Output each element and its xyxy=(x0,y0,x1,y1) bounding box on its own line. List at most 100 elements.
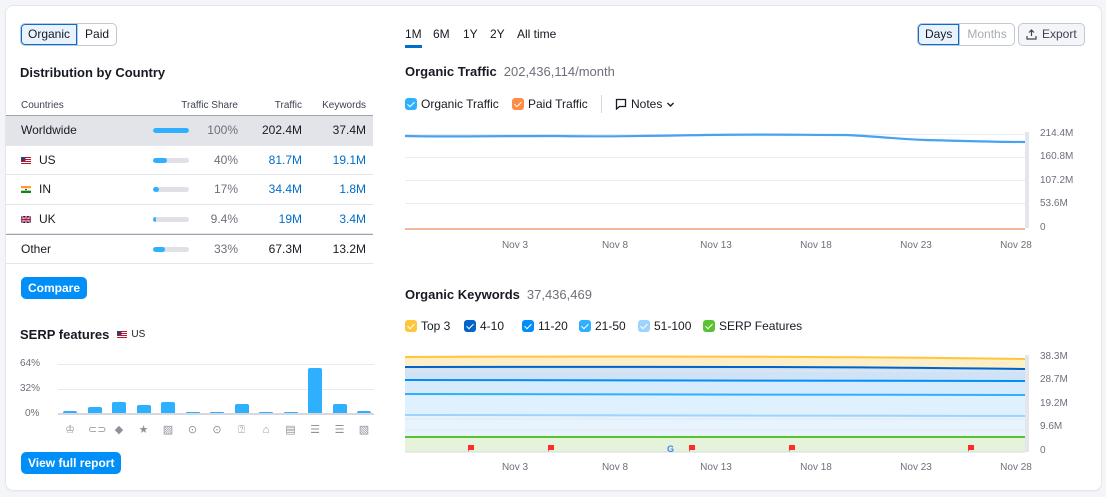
serp-y-label: 0% xyxy=(25,408,40,419)
table-row-in[interactable]: IN 17% 34.4M 1.8M xyxy=(6,175,373,205)
export-label: Export xyxy=(1042,27,1077,41)
top-stories-icon: ▤ xyxy=(285,424,296,436)
us-flag-icon xyxy=(117,331,128,338)
traffic-share-bar xyxy=(153,157,189,163)
serp-bar[interactable] xyxy=(161,401,175,413)
faq-icon: ☰ xyxy=(310,424,320,436)
serp-bar[interactable] xyxy=(259,411,273,413)
featured-video-icon: ⊙ xyxy=(212,424,222,436)
table-row-us[interactable]: US 40% 81.7M 19.1M xyxy=(6,146,373,175)
traffic-link[interactable]: 19M xyxy=(278,211,302,226)
organic-paid-toggle: Organic Paid xyxy=(20,23,118,46)
table-row-uk[interactable]: UK 9.4% 19M 3.4M xyxy=(6,205,373,234)
country-name: Worldwide xyxy=(21,123,77,137)
sitelinks-icon: ⊂⊃ xyxy=(88,424,107,436)
notes-icon xyxy=(615,98,627,110)
export-button[interactable]: Export xyxy=(1018,23,1085,46)
header-keywords: Keywords xyxy=(322,100,366,111)
traffic-y-label: 160.8M xyxy=(1040,151,1074,162)
keywords-x-label: Nov 23 xyxy=(900,462,932,473)
country-name: Other xyxy=(21,242,52,256)
people-also-ask-icon: ⍰ xyxy=(238,424,245,436)
serp-bar[interactable] xyxy=(308,367,322,413)
legend-paid-traffic[interactable]: Paid Traffic xyxy=(512,97,588,111)
table-row-worldwide[interactable]: Worldwide 100% 202.4M 37.4M xyxy=(6,116,373,146)
traffic-x-label: Nov 23 xyxy=(900,240,932,251)
traffic-y-label: 53.6M xyxy=(1040,198,1068,209)
serp-bar[interactable] xyxy=(136,404,151,413)
keywords-link[interactable]: 1.8M xyxy=(339,182,366,196)
legend-51-100[interactable]: 51-100 xyxy=(638,319,691,333)
image-pack-icon: ▧ xyxy=(358,424,370,436)
serp-bar[interactable] xyxy=(185,411,200,413)
serp-bar[interactable] xyxy=(357,411,371,413)
compare-button[interactable]: Compare xyxy=(21,277,88,299)
period-tab-2y[interactable]: 2Y xyxy=(490,27,505,41)
header-countries: Countries xyxy=(21,100,64,111)
period-tab-6m[interactable]: 6M xyxy=(433,27,450,41)
uk-flag-icon xyxy=(21,215,31,223)
serp-bar[interactable] xyxy=(210,411,224,413)
keywords-y-label: 9.6M xyxy=(1040,421,1063,432)
traffic-share-bar xyxy=(153,128,189,133)
serp-axis xyxy=(58,413,374,415)
legend-divider xyxy=(601,95,602,113)
serp-bar[interactable] xyxy=(87,406,102,413)
table-header: Countries Traffic Share Traffic Keywords xyxy=(6,96,373,116)
table-row-other: Other 33% 67.3M 13.2M xyxy=(6,234,373,264)
serp-bar[interactable] xyxy=(332,403,347,413)
serp-y-label: 64% xyxy=(20,358,41,369)
checkbox-icon xyxy=(464,320,476,332)
knowledge-panel-icon: ⌂ xyxy=(262,424,270,436)
traffic-value: 67.3M xyxy=(268,242,302,256)
traffic-y-label: 0 xyxy=(1040,222,1046,233)
period-tab-1y[interactable]: 1Y xyxy=(463,27,478,41)
serp-bar[interactable] xyxy=(112,402,126,413)
organic-toggle-button[interactable]: Organic xyxy=(21,24,78,45)
list-icon: ☰ xyxy=(334,424,345,436)
keywords-x-label: Nov 8 xyxy=(601,462,629,473)
paid-toggle-button[interactable]: Paid xyxy=(77,24,116,45)
keywords-link[interactable]: 3.4M xyxy=(339,211,366,226)
serp-gridline xyxy=(58,389,374,390)
keywords-link[interactable]: 19.1M xyxy=(332,152,366,167)
keywords-y-label: 38.3M xyxy=(1040,351,1068,362)
organic-keywords-chart[interactable]: G xyxy=(405,352,1031,456)
legend-serp-features[interactable]: SERP Features xyxy=(703,319,802,333)
checkbox-icon xyxy=(405,320,417,332)
legend-top3[interactable]: Top 3 xyxy=(405,319,450,333)
organic-traffic-value: 202,436,114/month xyxy=(503,64,615,79)
us-flag-icon xyxy=(21,156,31,164)
country-name: US xyxy=(39,152,56,167)
traffic-y-label: 214.4M xyxy=(1040,128,1074,139)
view-full-report-button[interactable]: View full report xyxy=(21,452,122,474)
traffic-share-value: 9.4% xyxy=(210,211,238,226)
legend-11-20[interactable]: 11-20 xyxy=(522,319,568,333)
video-icon: ⊙ xyxy=(187,424,198,436)
header-traffic: Traffic xyxy=(274,100,302,111)
legend-21-50[interactable]: 21-50 xyxy=(579,319,626,333)
traffic-share-value: 40% xyxy=(213,152,238,167)
keywords-x-label: Nov 18 xyxy=(800,462,832,473)
serp-bar[interactable] xyxy=(234,403,249,413)
checkbox-icon xyxy=(405,98,417,110)
months-button[interactable]: Months xyxy=(959,24,1013,45)
serp-gridline xyxy=(58,364,374,365)
traffic-link[interactable]: 81.7M xyxy=(268,152,302,167)
period-tab-1m[interactable]: 1M xyxy=(405,27,422,48)
legend-organic-traffic[interactable]: Organic Traffic xyxy=(405,97,499,111)
traffic-link[interactable]: 34.4M xyxy=(268,182,302,196)
keywords-value: 13.2M xyxy=(332,242,366,256)
period-tab-all-time[interactable]: All time xyxy=(517,27,557,41)
serp-title: SERP features xyxy=(20,327,110,342)
notes-dropdown[interactable]: Notes xyxy=(615,97,675,111)
serp-bar[interactable] xyxy=(63,411,77,413)
organic-traffic-chart[interactable] xyxy=(405,126,1031,232)
days-button[interactable]: Days xyxy=(918,24,960,45)
traffic-x-label: Nov 28 xyxy=(1000,240,1032,251)
serp-bar[interactable] xyxy=(283,411,298,413)
traffic-x-label: Nov 3 xyxy=(501,240,529,251)
legend-4-10[interactable]: 4-10 xyxy=(464,319,504,333)
checkbox-icon xyxy=(522,320,534,332)
keywords-x-label: Nov 28 xyxy=(1000,462,1032,473)
